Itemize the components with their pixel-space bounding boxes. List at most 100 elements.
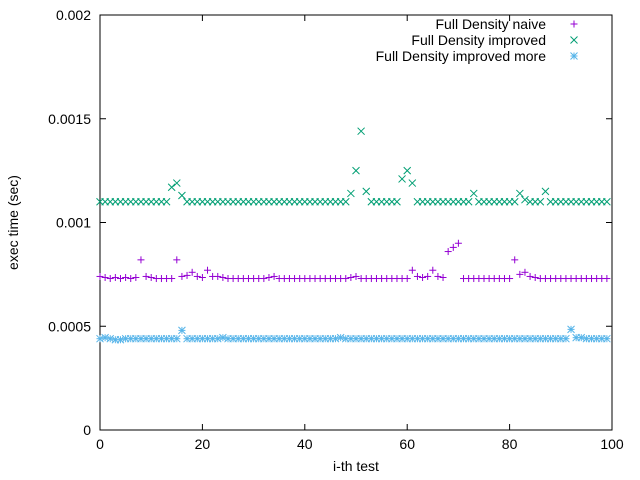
data-point: [193, 272, 201, 280]
data-point: [536, 197, 545, 206]
series-3: [96, 325, 611, 344]
data-point: [106, 275, 114, 283]
data-point: [408, 179, 417, 187]
data-point: [408, 266, 416, 274]
data-point: [116, 275, 124, 283]
x-axis-label: i-th test: [333, 458, 379, 474]
data-point: [511, 256, 519, 264]
data-point: [469, 189, 478, 198]
data-point: [403, 166, 412, 175]
data-point: [336, 333, 345, 342]
y-axis-label: exec time (sec): [5, 175, 21, 270]
data-point: [331, 334, 340, 343]
legend-marker: [570, 20, 578, 28]
data-point: [127, 275, 135, 283]
data-point: [101, 273, 109, 281]
data-point: [516, 270, 524, 278]
series-1: [96, 239, 611, 283]
plot-frame: [99, 14, 613, 431]
y-tick-label: 0.0015: [48, 111, 91, 127]
x-tick-label: 100: [600, 436, 624, 452]
data-point: [167, 183, 176, 192]
series-2: [96, 127, 611, 206]
data-point: [603, 334, 611, 343]
data-point: [213, 334, 222, 343]
data-point: [403, 275, 411, 283]
data-point: [172, 334, 181, 343]
data-point: [162, 197, 171, 206]
data-point: [567, 325, 575, 334]
y-tick-label: 0.001: [56, 215, 91, 231]
x-tick-label: 0: [96, 436, 104, 452]
y-axis: 0 0.0005 0.001 0.0015 0.002: [48, 7, 612, 438]
legend-label: Full Density improved more: [376, 48, 547, 64]
data-point: [106, 334, 115, 343]
legend-marker: [570, 52, 578, 60]
data-point: [116, 335, 125, 344]
x-tick-label: 40: [297, 436, 313, 452]
data-point: [449, 243, 457, 251]
data-point: [454, 239, 462, 247]
data-point: [147, 273, 155, 281]
legend-marker: [570, 36, 578, 44]
data-point: [444, 248, 452, 256]
x-tick-label: 60: [399, 436, 415, 452]
data-point: [142, 272, 150, 280]
data-point: [398, 175, 406, 183]
data-point: [362, 187, 371, 196]
y-tick-label: 0: [83, 422, 91, 438]
data-point: [393, 197, 401, 206]
data-point: [603, 197, 611, 206]
data-point: [183, 271, 191, 279]
data-point: [521, 268, 529, 276]
data-point: [429, 266, 437, 274]
data-point: [515, 189, 524, 198]
data-point: [132, 273, 140, 281]
data-point: [506, 275, 514, 283]
data-series-layer: [96, 127, 611, 344]
data-point: [434, 272, 442, 280]
data-point: [265, 273, 273, 281]
data-point: [122, 273, 130, 281]
data-point: [577, 333, 586, 342]
data-point: [101, 333, 109, 342]
data-point: [96, 334, 104, 343]
data-point: [168, 275, 176, 283]
data-point: [198, 273, 206, 281]
data-point: [413, 272, 421, 280]
data-point: [173, 256, 181, 264]
x-tick-label: 20: [195, 436, 211, 452]
data-point: [111, 273, 119, 281]
data-point: [347, 189, 355, 198]
data-point: [424, 272, 432, 280]
data-point: [219, 273, 227, 281]
data-point: [347, 273, 355, 281]
data-point: [439, 273, 447, 281]
data-point: [178, 272, 186, 280]
y-tick-label: 0.002: [56, 7, 91, 23]
data-point: [603, 275, 611, 283]
data-point: [419, 273, 427, 281]
data-point: [219, 333, 227, 342]
data-point: [204, 266, 212, 274]
data-point: [531, 273, 539, 281]
data-point: [188, 268, 196, 276]
data-point: [357, 127, 365, 136]
data-point: [541, 187, 550, 196]
data-point: [562, 334, 570, 343]
data-point: [214, 272, 222, 280]
data-point: [137, 256, 145, 264]
data-point: [341, 197, 350, 206]
data-point: [342, 275, 350, 283]
data-point: [260, 275, 268, 283]
data-point: [352, 166, 360, 175]
plot-border: [99, 14, 613, 431]
data-point: [178, 326, 186, 335]
x-tick-label: 80: [502, 436, 518, 452]
data-point: [270, 272, 278, 280]
data-point: [352, 272, 360, 280]
data-point: [526, 272, 534, 280]
legend-label: Full Density naive: [436, 16, 547, 32]
